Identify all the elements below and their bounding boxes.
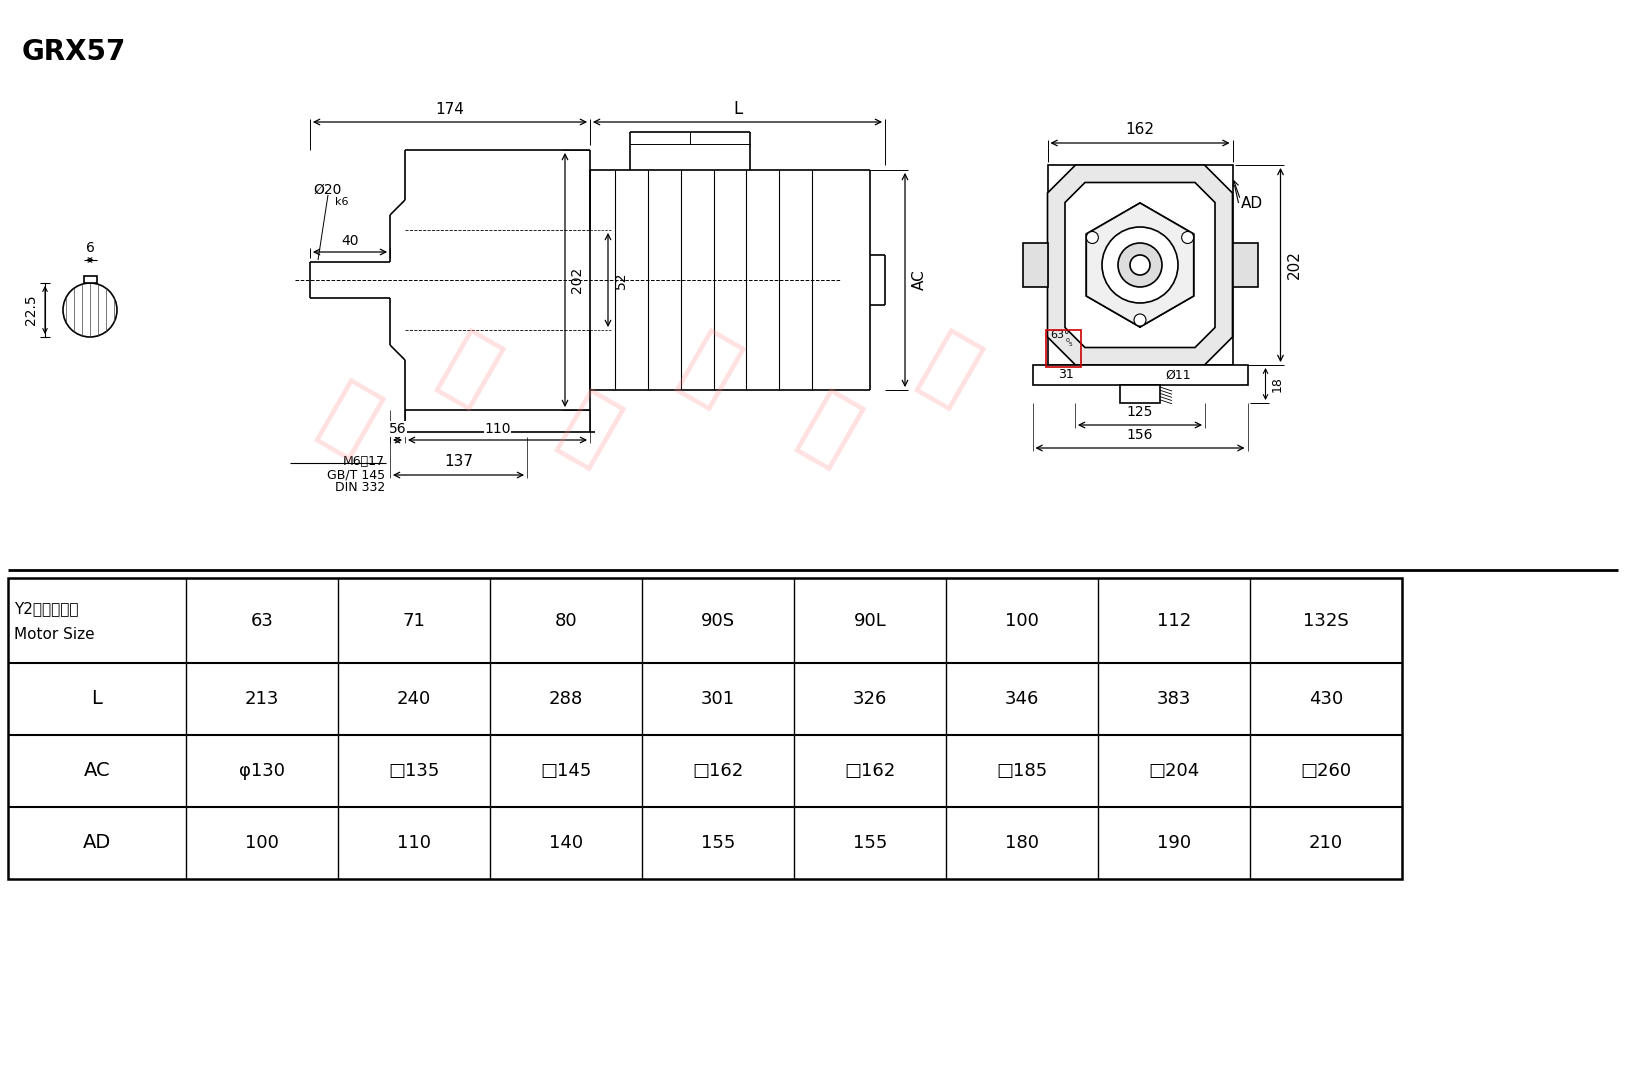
Text: 特: 特 xyxy=(668,322,751,418)
Text: AC: AC xyxy=(83,761,111,781)
Text: 383: 383 xyxy=(1156,690,1192,708)
Text: ⁰₅: ⁰₅ xyxy=(1065,338,1073,348)
Text: 202: 202 xyxy=(1288,250,1302,279)
Text: 110: 110 xyxy=(397,834,431,852)
Text: 6: 6 xyxy=(86,241,94,255)
Text: 213: 213 xyxy=(246,690,280,708)
Circle shape xyxy=(1086,232,1099,244)
Text: 202: 202 xyxy=(571,266,584,293)
Text: DIN 332: DIN 332 xyxy=(335,481,385,494)
Text: 科: 科 xyxy=(428,322,512,418)
Text: 174: 174 xyxy=(436,102,465,116)
Text: □145: □145 xyxy=(540,761,592,780)
Text: □260: □260 xyxy=(1301,761,1351,780)
Circle shape xyxy=(1182,232,1193,244)
Text: GB/T 145: GB/T 145 xyxy=(327,468,385,481)
Text: 18: 18 xyxy=(1272,376,1285,392)
Text: AD: AD xyxy=(1241,195,1263,211)
Text: 240: 240 xyxy=(397,690,431,708)
Text: 132S: 132S xyxy=(1302,611,1350,629)
Polygon shape xyxy=(1023,243,1047,287)
Text: AC: AC xyxy=(912,270,927,290)
Text: Y2电机机座号: Y2电机机座号 xyxy=(15,601,78,616)
Text: Ø20: Ø20 xyxy=(314,183,341,197)
Text: 140: 140 xyxy=(550,834,584,852)
Text: 传: 传 xyxy=(789,382,872,478)
Text: GRX57: GRX57 xyxy=(23,38,127,66)
Text: □204: □204 xyxy=(1148,761,1200,780)
Text: 31: 31 xyxy=(1057,368,1073,381)
Text: 100: 100 xyxy=(1005,611,1039,629)
Text: 346: 346 xyxy=(1005,690,1039,708)
Text: φ130: φ130 xyxy=(239,761,285,780)
Polygon shape xyxy=(1065,183,1215,348)
Text: 52: 52 xyxy=(615,272,628,289)
Text: 301: 301 xyxy=(701,690,735,708)
Circle shape xyxy=(1130,255,1150,275)
Text: L: L xyxy=(733,100,741,118)
Text: 22.5: 22.5 xyxy=(24,294,37,325)
Text: 288: 288 xyxy=(550,690,584,708)
Text: 动: 动 xyxy=(907,322,992,418)
Circle shape xyxy=(1119,243,1163,287)
Text: 玛: 玛 xyxy=(548,382,633,478)
Text: 90L: 90L xyxy=(854,611,886,629)
Text: Ø11: Ø11 xyxy=(1164,368,1190,381)
Text: 326: 326 xyxy=(852,690,888,708)
Text: □135: □135 xyxy=(389,761,439,780)
Text: 155: 155 xyxy=(852,834,888,852)
Text: Motor Size: Motor Size xyxy=(15,627,94,642)
Text: 155: 155 xyxy=(701,834,735,852)
Text: 125: 125 xyxy=(1127,405,1153,419)
Text: □162: □162 xyxy=(693,761,743,780)
Circle shape xyxy=(1133,314,1146,326)
Text: □162: □162 xyxy=(844,761,896,780)
Text: 110: 110 xyxy=(485,422,511,436)
Bar xyxy=(1120,384,1159,403)
Text: 210: 210 xyxy=(1309,834,1343,852)
Text: 71: 71 xyxy=(403,611,426,629)
Polygon shape xyxy=(1233,243,1257,287)
Bar xyxy=(83,276,96,284)
Text: L: L xyxy=(91,690,102,709)
Polygon shape xyxy=(1086,203,1193,326)
Text: □185: □185 xyxy=(997,761,1047,780)
Bar xyxy=(1047,165,1233,365)
Text: 90S: 90S xyxy=(701,611,735,629)
Polygon shape xyxy=(1047,165,1233,365)
Text: 430: 430 xyxy=(1309,690,1343,708)
Text: 137: 137 xyxy=(444,454,473,469)
Text: 190: 190 xyxy=(1158,834,1192,852)
Circle shape xyxy=(63,284,117,337)
Circle shape xyxy=(1102,227,1177,303)
Text: 63°: 63° xyxy=(1050,330,1070,340)
Text: 156: 156 xyxy=(1127,429,1153,442)
Text: 40: 40 xyxy=(341,234,359,248)
Bar xyxy=(1033,365,1247,384)
Text: 100: 100 xyxy=(246,834,280,852)
Text: k6: k6 xyxy=(335,197,348,207)
Text: AD: AD xyxy=(83,833,111,853)
Text: 180: 180 xyxy=(1005,834,1039,852)
Text: 63: 63 xyxy=(250,611,273,629)
Bar xyxy=(8,578,1402,879)
Text: 162: 162 xyxy=(1125,122,1154,137)
Text: 56: 56 xyxy=(389,422,406,436)
Text: M6深17: M6深17 xyxy=(343,455,385,468)
Text: 威: 威 xyxy=(307,373,392,467)
Bar xyxy=(1046,330,1081,367)
Text: 80: 80 xyxy=(554,611,577,629)
Text: 112: 112 xyxy=(1156,611,1192,629)
